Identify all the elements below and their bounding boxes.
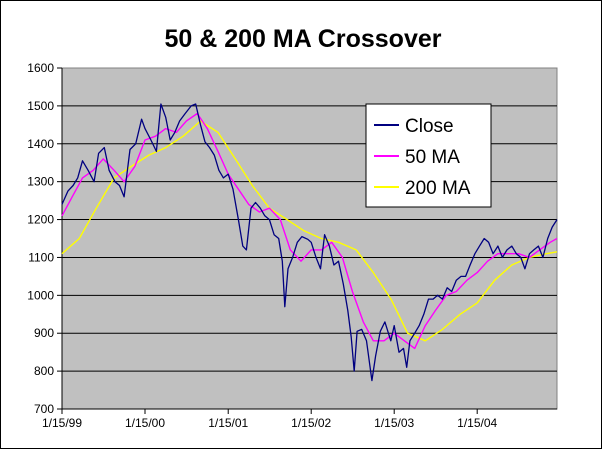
legend-label: Close (405, 116, 454, 137)
y-tick-label: 1600 (27, 61, 54, 75)
y-tick-label: 1000 (27, 288, 54, 302)
legend-label: 50 MA (405, 147, 460, 168)
legend-label: 200 MA (405, 178, 471, 199)
x-tick-label: 1/15/01 (208, 416, 248, 430)
y-axis: 700 800 900 1000 1100 1200 1300 1400 1500 1600 (27, 61, 63, 416)
series-layer (61, 103, 558, 382)
series-line-50-ma (61, 112, 558, 350)
y-tick-label: 1200 (27, 213, 54, 227)
y-tick-label: 800 (34, 364, 54, 378)
y-tick-label: 1500 (27, 99, 54, 113)
x-tick-label: 1/15/99 (42, 416, 82, 430)
x-axis: 1/15/99 1/15/00 1/15/01 1/15/02 1/15/03 1/15/… (42, 408, 557, 430)
legend: Close 50 MA 200 MA (365, 103, 492, 208)
y-tick-label: 1100 (28, 250, 54, 264)
x-tick-label: 1/15/02 (291, 416, 331, 430)
series-line-close (61, 103, 558, 382)
x-tick-label: 1/15/04 (457, 416, 497, 430)
x-tick-label: 1/15/03 (374, 416, 414, 430)
y-tick-label: 900 (34, 326, 54, 340)
y-tick-label: 1300 (27, 175, 54, 189)
chart-title: 50 & 200 MA Crossover (165, 25, 442, 53)
y-tick-label: 700 (34, 402, 54, 416)
y-tick-label: 1400 (27, 137, 54, 151)
series-line-200-ma (61, 120, 558, 342)
x-tick-label: 1/15/00 (125, 416, 165, 430)
